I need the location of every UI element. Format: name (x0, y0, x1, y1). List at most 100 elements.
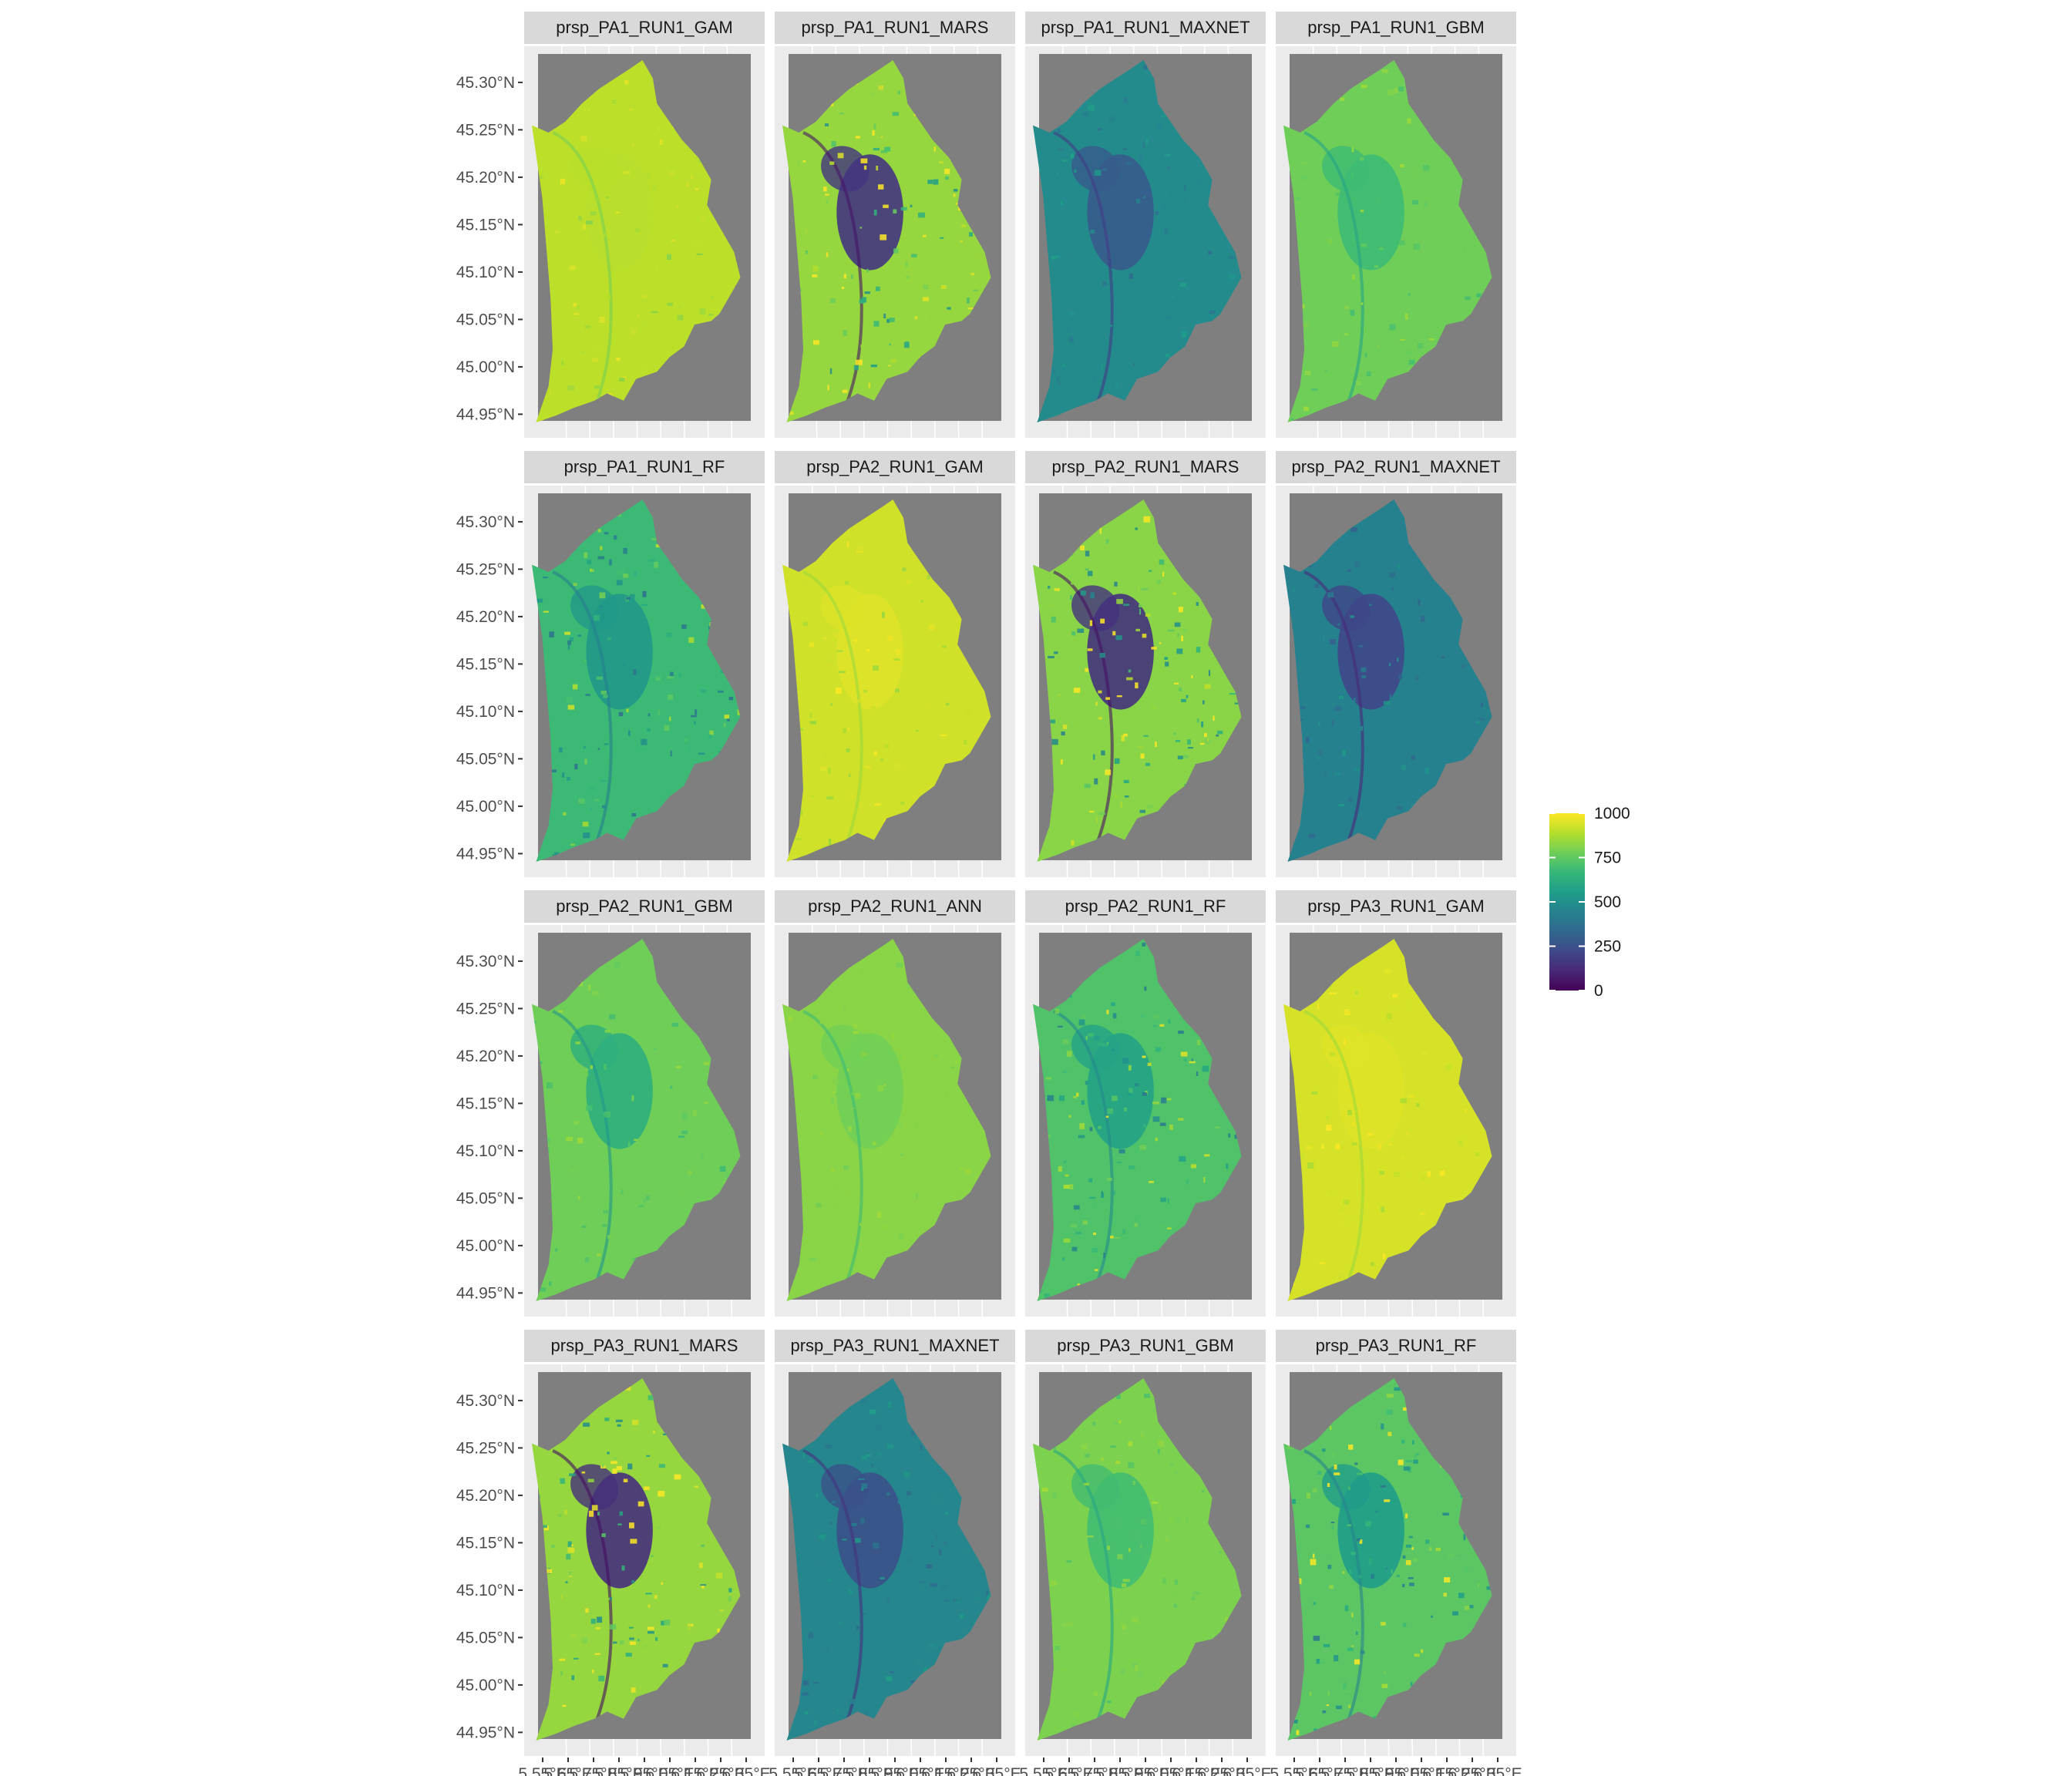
raster-cell (841, 287, 845, 289)
raster-cell (604, 1112, 610, 1118)
raster-cell (1441, 656, 1445, 659)
raster-cell (887, 1598, 890, 1604)
raster-cell (872, 130, 875, 136)
raster-cell (555, 230, 559, 234)
raster-cell (1201, 722, 1204, 728)
raster-cell (1152, 1410, 1155, 1412)
raster-cell (623, 171, 631, 174)
raster-cell (648, 713, 651, 717)
raster-cell (1407, 1003, 1411, 1007)
raster-cell (974, 1176, 978, 1179)
raster-cell (637, 1639, 640, 1641)
raster-cell (591, 569, 594, 572)
raster-cell (1071, 631, 1076, 636)
raster-cell (1324, 772, 1327, 777)
raster-cell (588, 786, 596, 792)
raster-cell (1452, 1611, 1458, 1616)
raster-cell (1425, 1539, 1430, 1544)
raster-cell (567, 1541, 572, 1547)
raster-cell (880, 1576, 885, 1579)
raster-cell (1327, 592, 1334, 598)
raster-cell (607, 1597, 610, 1600)
raster-cell (1301, 162, 1308, 164)
raster-cell (584, 1257, 589, 1263)
raster-cell (861, 1029, 866, 1034)
x-tick-label: 5.55°E (1270, 1765, 1318, 1776)
raster-cell (1355, 991, 1358, 994)
raster-cell (1164, 228, 1169, 234)
raster-cell (1404, 313, 1408, 320)
panel-strip (524, 451, 765, 483)
y-tick-label: 45.10°N (456, 1582, 515, 1599)
raster-cell (1219, 1551, 1222, 1554)
x-tick-label: 5.85°E (1095, 1765, 1144, 1776)
raster-cell (1418, 599, 1421, 606)
valley-area (1322, 1024, 1371, 1071)
raster-cell (1089, 620, 1093, 627)
raster-cell (888, 365, 891, 367)
raster-cell (1416, 1102, 1420, 1107)
y-tick-label: 44.95°N (456, 405, 515, 423)
raster-cell (1224, 1616, 1229, 1622)
raster-cell (1331, 1525, 1334, 1530)
raster-cell (1308, 833, 1316, 839)
y-tick-label: 45.15°N (456, 655, 515, 673)
raster-cell (1401, 1439, 1405, 1444)
raster-cell (1048, 585, 1051, 589)
raster-cell (1098, 812, 1105, 816)
raster-cell (637, 1501, 644, 1507)
raster-cell (1403, 1623, 1407, 1627)
raster-cell (865, 577, 871, 582)
raster-cell (677, 314, 684, 321)
x-tick-label: 6.15°E (921, 1765, 970, 1776)
x-tick-label: 5.95°E (1371, 1765, 1420, 1776)
raster-cell (1349, 1569, 1351, 1575)
raster-cell (631, 1579, 635, 1583)
raster-cell (808, 1632, 813, 1639)
panel-strip (775, 451, 1015, 483)
raster-cell (675, 204, 679, 209)
raster-cell (1178, 1031, 1184, 1034)
raster-cell (1313, 1636, 1320, 1641)
raster-cell (1358, 1575, 1361, 1579)
raster-cell (1292, 1498, 1296, 1504)
raster-cell (571, 1675, 575, 1680)
raster-cell (1324, 369, 1328, 372)
raster-cell (851, 274, 853, 279)
raster-cell (570, 1634, 577, 1637)
raster-cell (1381, 1684, 1388, 1688)
raster-cell (1421, 1051, 1428, 1054)
raster-cell (1099, 653, 1105, 658)
raster-cell (627, 1463, 633, 1470)
raster-cell (853, 1024, 858, 1029)
raster-cell (667, 302, 673, 306)
map-panel: prsp_PA2_RUN1_MAXNET (1276, 451, 1516, 878)
raster-cell (887, 635, 893, 641)
raster-cell (1414, 1653, 1420, 1657)
raster-cell (809, 712, 812, 718)
raster-cell (1141, 1015, 1145, 1018)
y-tick-label: 45.00°N (456, 1237, 515, 1255)
raster-cell (1152, 1116, 1160, 1122)
raster-cell (617, 1424, 621, 1427)
raster-cell (856, 1626, 861, 1630)
raster-cell (1115, 1609, 1118, 1613)
raster-cell (1400, 1098, 1407, 1104)
raster-cell (1089, 1196, 1096, 1199)
y-tick-label: 45.15°N (456, 1095, 515, 1112)
y-tick-label: 45.05°N (456, 1629, 515, 1646)
raster-cell (662, 1433, 667, 1435)
raster-cell (584, 552, 588, 558)
raster-cell (588, 984, 590, 991)
raster-cell (644, 367, 650, 369)
raster-cell (1049, 719, 1055, 724)
raster-cell (567, 776, 570, 781)
raster-cell (1406, 1131, 1409, 1137)
raster-cell (624, 79, 629, 85)
raster-cell (547, 1569, 552, 1573)
raster-cell (566, 1553, 571, 1560)
raster-cell (1314, 1728, 1318, 1732)
raster-cell (633, 669, 637, 675)
y-tick-label: 45.30°N (456, 953, 515, 970)
panel-strip (1276, 1330, 1516, 1362)
